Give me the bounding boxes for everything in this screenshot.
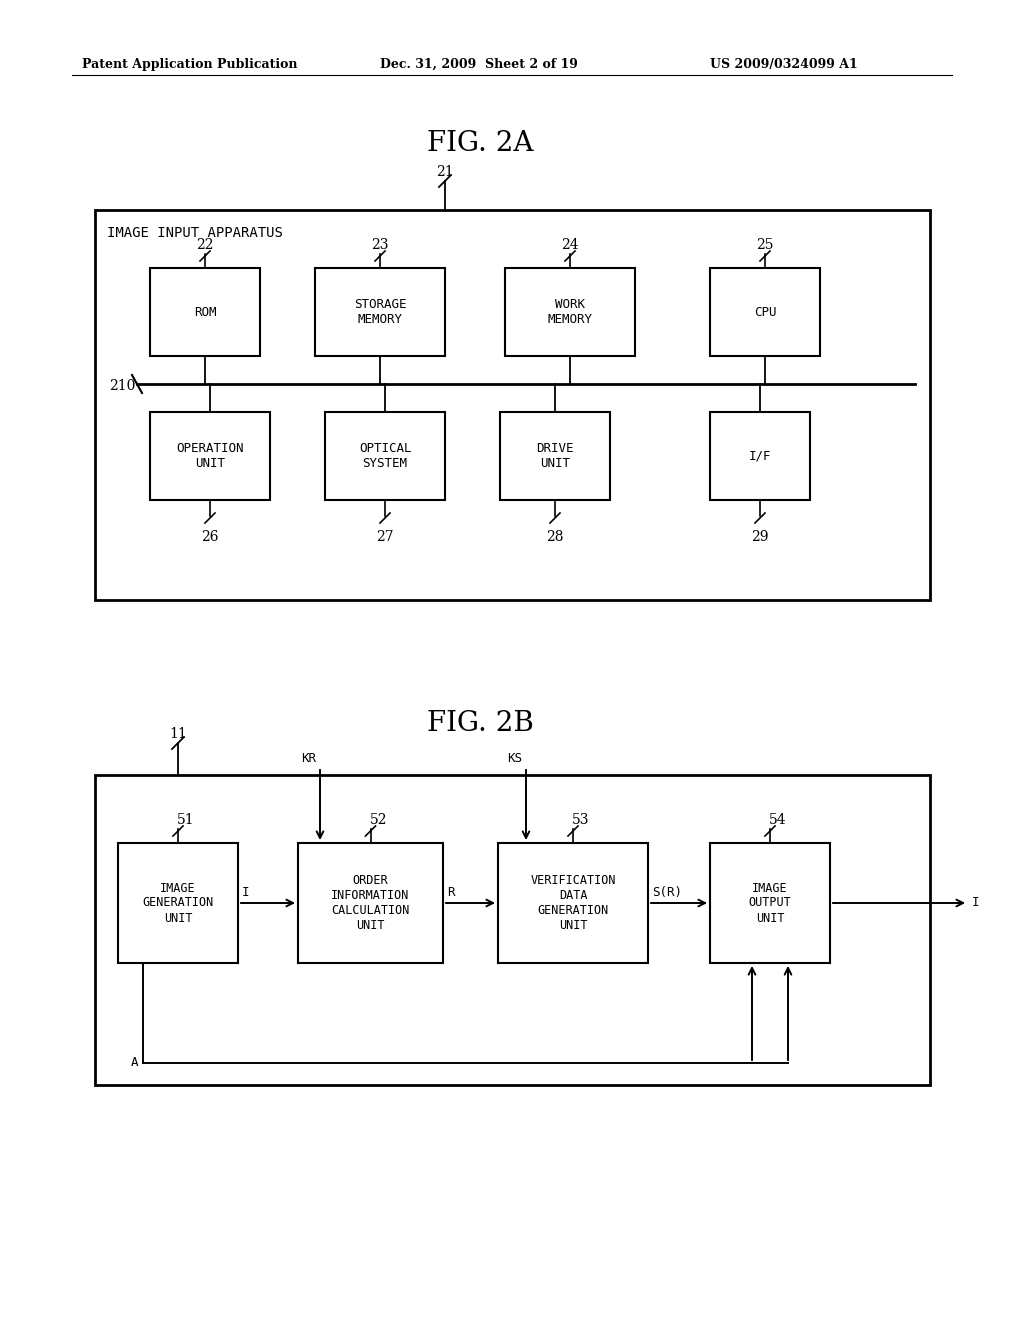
Text: 52: 52 (370, 813, 387, 828)
Text: 29: 29 (752, 531, 769, 544)
Text: 28: 28 (546, 531, 564, 544)
Text: ORDER
INFORMATION
CALCULATION
UNIT: ORDER INFORMATION CALCULATION UNIT (332, 874, 410, 932)
Bar (95, 775, 930, 1085)
Bar (500, 412, 610, 500)
Text: Patent Application Publication: Patent Application Publication (82, 58, 298, 71)
Bar (710, 268, 820, 356)
Text: IMAGE
GENERATION
UNIT: IMAGE GENERATION UNIT (142, 882, 214, 924)
Text: Dec. 31, 2009  Sheet 2 of 19: Dec. 31, 2009 Sheet 2 of 19 (380, 58, 578, 71)
Text: 53: 53 (572, 813, 590, 828)
Bar (498, 843, 648, 964)
Bar (95, 210, 930, 601)
Text: OPERATION
UNIT: OPERATION UNIT (176, 442, 244, 470)
Text: I/F: I/F (749, 450, 771, 462)
Bar (298, 843, 443, 964)
Text: I: I (242, 886, 250, 899)
Text: DRIVE
UNIT: DRIVE UNIT (537, 442, 573, 470)
Text: IMAGE INPUT APPARATUS: IMAGE INPUT APPARATUS (106, 226, 283, 240)
Text: OPTICAL
SYSTEM: OPTICAL SYSTEM (358, 442, 412, 470)
Text: 23: 23 (372, 238, 389, 252)
Text: I: I (972, 896, 980, 909)
Text: 54: 54 (769, 813, 786, 828)
Text: KS: KS (507, 752, 522, 766)
Text: 25: 25 (757, 238, 774, 252)
Text: FIG. 2A: FIG. 2A (427, 129, 534, 157)
Text: 27: 27 (376, 531, 394, 544)
Bar (710, 843, 830, 964)
Bar (150, 412, 270, 500)
Text: VERIFICATION
DATA
GENERATION
UNIT: VERIFICATION DATA GENERATION UNIT (530, 874, 615, 932)
Text: 24: 24 (561, 238, 579, 252)
Bar (710, 412, 810, 500)
Bar (325, 412, 445, 500)
Bar (150, 268, 260, 356)
Bar (505, 268, 635, 356)
Text: ROM: ROM (194, 305, 216, 318)
Text: KR: KR (301, 752, 316, 766)
Bar (118, 843, 238, 964)
Text: 11: 11 (169, 727, 186, 741)
Text: STORAGE
MEMORY: STORAGE MEMORY (353, 298, 407, 326)
Text: 22: 22 (197, 238, 214, 252)
Text: CPU: CPU (754, 305, 776, 318)
Text: 26: 26 (202, 531, 219, 544)
Text: R: R (447, 886, 455, 899)
Text: S(R): S(R) (652, 886, 682, 899)
Text: 51: 51 (177, 813, 195, 828)
Text: 210: 210 (109, 379, 135, 393)
Text: 21: 21 (436, 165, 454, 180)
Text: US 2009/0324099 A1: US 2009/0324099 A1 (710, 58, 858, 71)
Bar (315, 268, 445, 356)
Text: A: A (130, 1056, 138, 1069)
Text: IMAGE
OUTPUT
UNIT: IMAGE OUTPUT UNIT (749, 882, 792, 924)
Text: FIG. 2B: FIG. 2B (427, 710, 534, 737)
Text: WORK
MEMORY: WORK MEMORY (548, 298, 593, 326)
